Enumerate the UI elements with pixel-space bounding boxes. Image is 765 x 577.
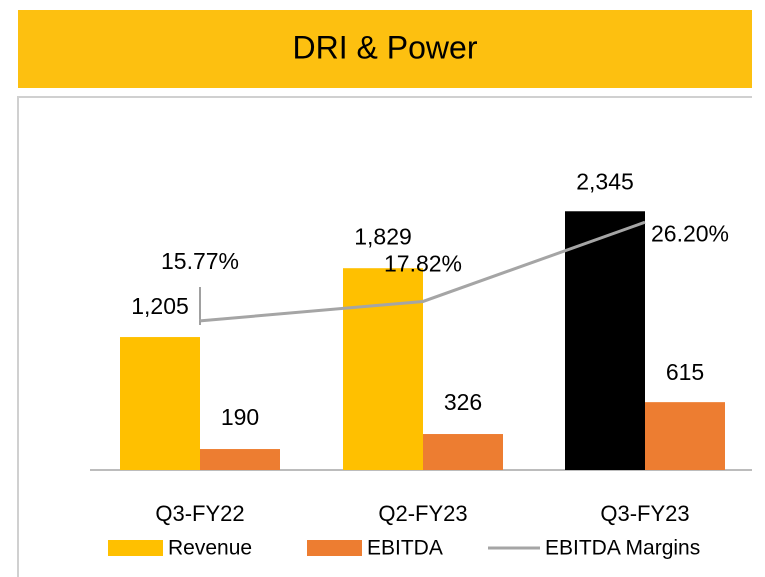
value-label: 615 bbox=[666, 359, 704, 385]
value-label: 1,205 bbox=[131, 293, 189, 319]
bar bbox=[200, 449, 280, 470]
margin-label: 15.77% bbox=[161, 248, 239, 274]
value-label: 2,345 bbox=[576, 168, 634, 194]
legend-label: EBITDA bbox=[367, 537, 443, 560]
bar bbox=[645, 402, 725, 470]
x-tick-label: Q2-FY23 bbox=[378, 501, 467, 526]
x-tick-label: Q3-FY22 bbox=[155, 501, 244, 526]
legend-label: Revenue bbox=[168, 537, 252, 560]
chart-title: DRI & Power bbox=[293, 29, 478, 65]
chart-frame bbox=[17, 96, 752, 577]
bar bbox=[120, 337, 200, 470]
value-label: 190 bbox=[221, 404, 259, 430]
x-tick-label: Q3-FY23 bbox=[600, 501, 689, 526]
legend-swatch bbox=[108, 540, 163, 556]
legend-swatch bbox=[307, 540, 362, 556]
margin-label: 26.20% bbox=[651, 220, 729, 246]
margin-label: 17.82% bbox=[384, 251, 462, 277]
bar bbox=[343, 268, 423, 470]
bar bbox=[565, 211, 645, 471]
value-label: 1,829 bbox=[354, 223, 412, 249]
margin-line bbox=[199, 220, 646, 323]
bar bbox=[423, 434, 503, 470]
value-label: 326 bbox=[444, 389, 482, 415]
legend-label: EBITDA Margins bbox=[545, 537, 700, 560]
title-banner bbox=[18, 10, 752, 88]
